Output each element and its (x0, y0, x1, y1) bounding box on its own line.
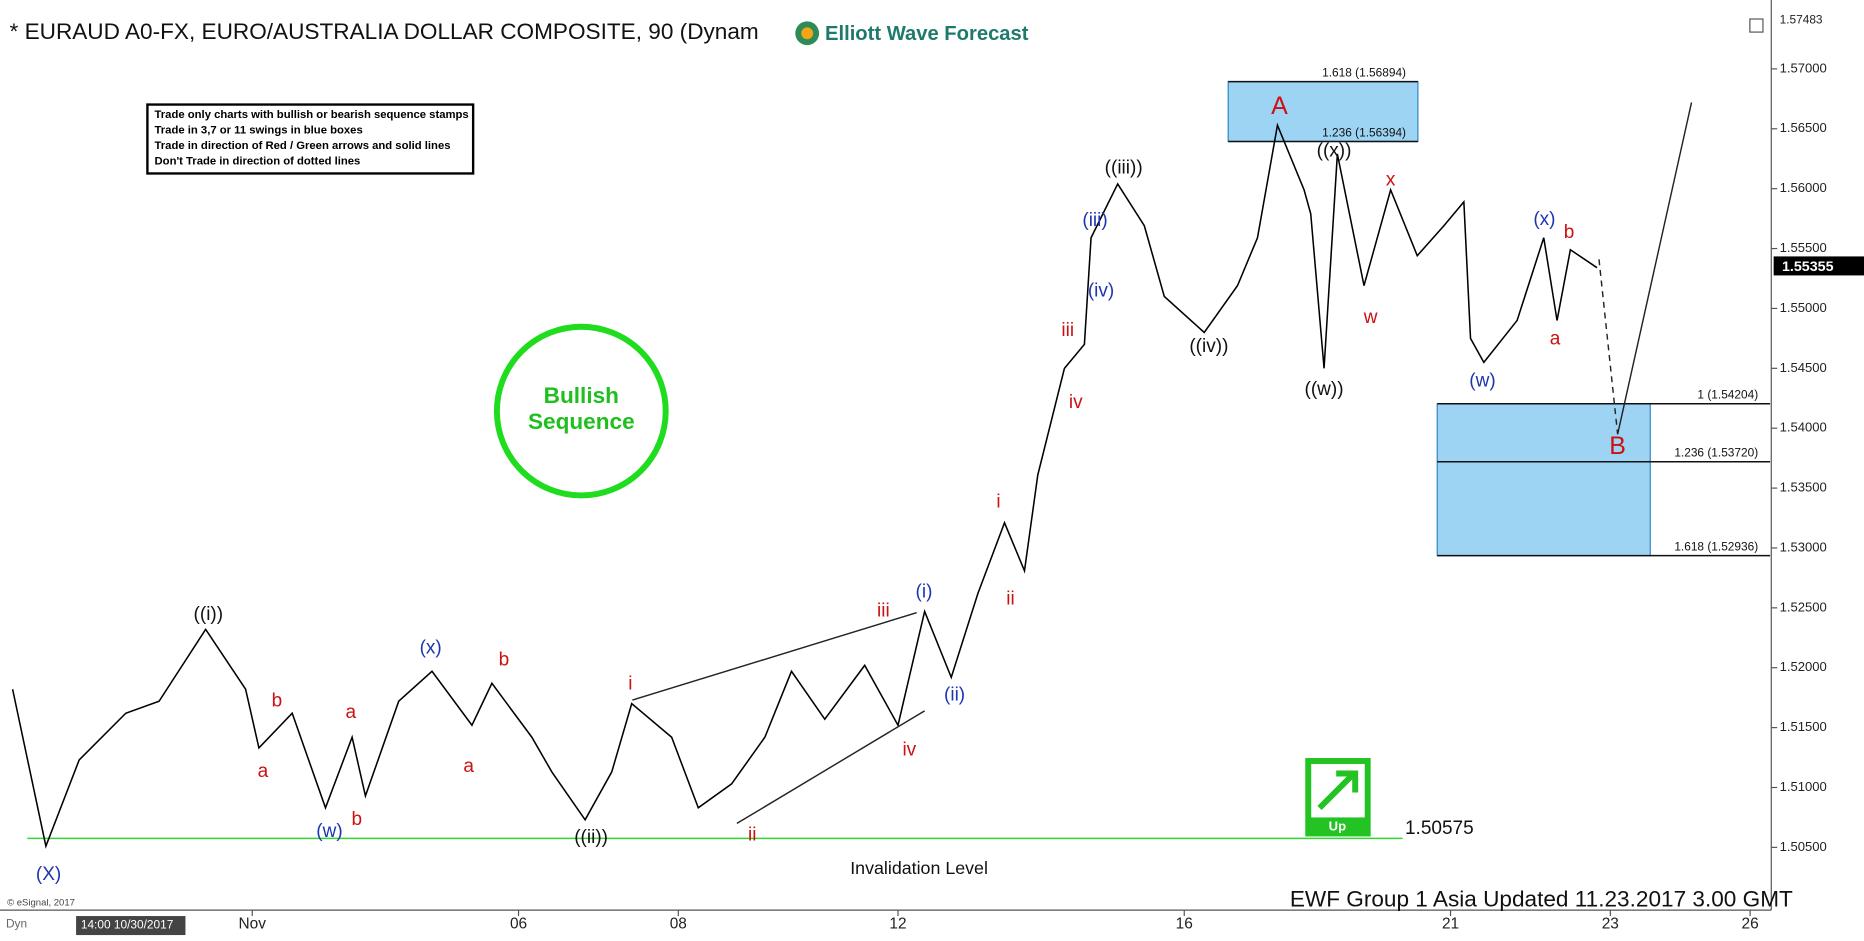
chart-title: * EURAUD A0-FX, EURO/AUSTRALIA DOLLAR CO… (10, 19, 759, 44)
y-tick-label: 1.56000 (1780, 180, 1827, 195)
wave-label: A (1271, 92, 1288, 120)
fib-level-label: 1.618 (1.52936) (1674, 539, 1758, 553)
y-tick-label: 1.53000 (1780, 539, 1827, 554)
x-tick-label: Nov (239, 915, 267, 932)
y-tick-label: 1.54000 (1780, 420, 1827, 435)
wave-label: ii (748, 824, 756, 845)
wave-label: ((w)) (1305, 379, 1344, 400)
y-tick-label: 1.54500 (1780, 360, 1827, 375)
wave-label: ii (1006, 588, 1014, 609)
wave-label: B (1609, 432, 1626, 460)
copyright: © eSignal, 2017 (7, 897, 75, 908)
last-price-label: 1.55355 (1782, 259, 1834, 275)
wave-label: b (499, 650, 510, 671)
trendline (736, 710, 925, 825)
start-time-box (76, 916, 186, 936)
logo-icon-inner (801, 27, 814, 40)
fib-box (1436, 403, 1651, 557)
wave-label: ((x)) (1317, 141, 1352, 162)
x-tick-label: 26 (1742, 915, 1759, 932)
x-tick-label: 12 (889, 915, 906, 932)
rules-line: Trade in 3,7 or 11 swings in blue boxes (155, 125, 363, 137)
start-time: 14:00 10/30/2017 (81, 918, 173, 932)
wave-label: (w) (316, 821, 342, 842)
trendline (632, 611, 917, 701)
y-tick-label: 1.50500 (1780, 839, 1827, 854)
fib-level-label: 1.236 (1.53720) (1674, 446, 1758, 460)
wave-label: ((iv)) (1189, 336, 1228, 357)
wave-label: (x) (1533, 209, 1555, 230)
invalidation-price: 1.50575 (1405, 818, 1474, 839)
invalidation-text: Invalidation Level (850, 858, 988, 878)
wave-label: i (628, 674, 632, 695)
wave-label: b (1564, 222, 1575, 243)
up-label: Up (1329, 818, 1346, 833)
trendline (1598, 259, 1619, 435)
y-tick-label: 1.57000 (1780, 60, 1827, 75)
bullish-badge (493, 323, 669, 499)
window-icon[interactable] (1749, 18, 1764, 33)
wave-label: (w) (1469, 371, 1495, 392)
wave-label: a (345, 702, 356, 723)
last-price-badge (1773, 256, 1864, 276)
wave-label: i (996, 491, 1000, 512)
rules-line: Trade only charts with bullish or bearis… (155, 109, 469, 121)
badge-text: Sequence (528, 409, 635, 434)
wave-label: w (1363, 307, 1378, 328)
wave-label: (X) (36, 864, 61, 885)
wave-label: a (1550, 329, 1561, 350)
x-tick-label: 21 (1442, 915, 1459, 932)
wave-label: (iii) (1082, 210, 1107, 231)
wave-label: iii (1061, 320, 1074, 341)
top-price-label: 1.57483 (1780, 13, 1823, 27)
wave-label: iii (877, 600, 890, 621)
rules-line: Don't Trade in direction of dotted lines (155, 156, 361, 168)
wave-label: iv (902, 739, 916, 760)
footer: EWF Group 1 Asia Updated 11.23.2017 3.00… (1290, 887, 1793, 912)
price-line (11, 122, 1598, 849)
fib-level-label: 1.618 (1.56894) (1322, 65, 1406, 79)
trendline (1616, 102, 1693, 435)
wave-label: b (272, 690, 283, 711)
wave-label: a (258, 761, 269, 782)
logo-text: Elliott Wave Forecast (825, 23, 1029, 45)
y-tick-label: 1.52500 (1780, 599, 1827, 614)
wave-label: (x) (420, 638, 442, 659)
wave-label: (iv) (1088, 281, 1114, 302)
dyn-label: Dyn (6, 917, 27, 931)
badge-text: Bullish (544, 383, 619, 408)
x-tick-label: 23 (1602, 915, 1619, 932)
y-tick-label: 1.51500 (1780, 719, 1827, 734)
y-tick-label: 1.53500 (1780, 480, 1827, 495)
x-tick-label: 06 (510, 915, 527, 932)
wave-label: (i) (916, 581, 933, 602)
wave-label: ((i)) (194, 604, 224, 625)
up-arrow (1317, 770, 1359, 811)
wave-label: ((iii)) (1105, 157, 1143, 178)
wave-label: a (463, 756, 474, 777)
logo-background (789, 9, 1042, 58)
fib-level-label: 1.236 (1.56394) (1322, 125, 1406, 139)
fib-level-label: 1 (1.54204) (1697, 388, 1758, 402)
rules-box (146, 103, 475, 175)
y-tick-label: 1.52000 (1780, 659, 1827, 674)
y-tick-label: 1.51000 (1780, 779, 1827, 794)
y-tick-label: 1.56500 (1780, 120, 1827, 135)
wave-label: ((ii)) (574, 827, 608, 848)
wave-label: iv (1069, 392, 1083, 413)
x-tick-label: 16 (1176, 915, 1193, 932)
y-tick-label: 1.55000 (1780, 300, 1827, 315)
x-tick-label: 08 (670, 915, 687, 932)
wave-label: b (351, 809, 362, 830)
y-tick-label: 1.55500 (1780, 240, 1827, 255)
wave-label: x (1386, 169, 1396, 190)
rules-line: Trade in direction of Red / Green arrows… (155, 140, 451, 152)
wave-label: (ii) (944, 684, 965, 705)
